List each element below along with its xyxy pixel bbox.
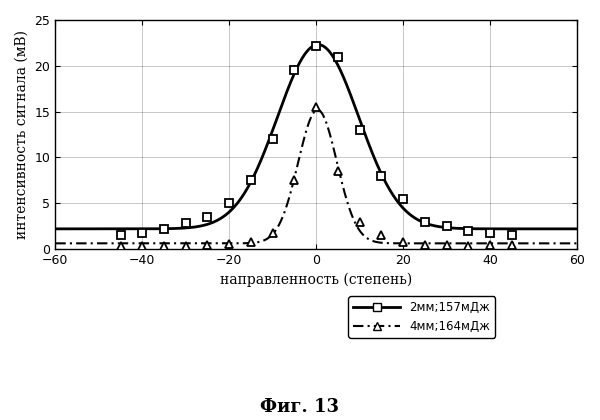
Y-axis label: интенсивность сигнала (мВ): интенсивность сигнала (мВ) xyxy=(15,30,29,239)
Text: Фиг. 13: Фиг. 13 xyxy=(260,398,340,416)
X-axis label: направленность (степень): направленность (степень) xyxy=(220,273,412,287)
Legend: 2мм;157мДж, 4мм;164мДж: 2мм;157мДж, 4мм;164мДж xyxy=(348,296,495,338)
